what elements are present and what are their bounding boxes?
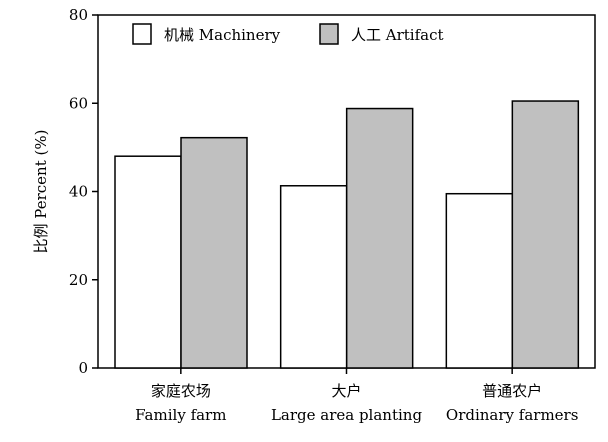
- x-category-label-en: Ordinary farmers: [446, 406, 579, 424]
- bar-artifact: [511, 100, 580, 369]
- x-category-label-zh: 家庭农场: [151, 382, 211, 400]
- bar-artifact: [180, 136, 248, 369]
- legend-label: 人工 Artifact: [351, 26, 444, 44]
- x-category-label-zh: 普通农户: [482, 382, 542, 400]
- y-tick-label: 80: [69, 6, 88, 24]
- legend-swatch: [132, 23, 152, 45]
- x-category-label-en: Large area planting: [271, 406, 423, 424]
- x-category-label-zh: 大户: [331, 382, 361, 400]
- bar-machinery: [445, 192, 514, 369]
- y-tick-label: 20: [69, 271, 88, 289]
- y-tick-label: 60: [69, 94, 88, 112]
- bar-machinery: [114, 155, 182, 369]
- bar-machinery: [279, 185, 348, 369]
- legend-label: 机械 Machinery: [164, 26, 281, 44]
- x-category-label-en: Family farm: [135, 406, 226, 424]
- bar-artifact: [345, 107, 414, 369]
- legend-swatch: [319, 23, 339, 45]
- plot-area: 0 20 40 60 80 比例 Percent (%) 家庭农场 Family farm 大户…: [32, 6, 596, 424]
- y-tick-label: 40: [69, 183, 88, 201]
- y-tick-label: 0: [78, 359, 88, 377]
- y-axis-title: 比例 Percent (%): [32, 130, 50, 254]
